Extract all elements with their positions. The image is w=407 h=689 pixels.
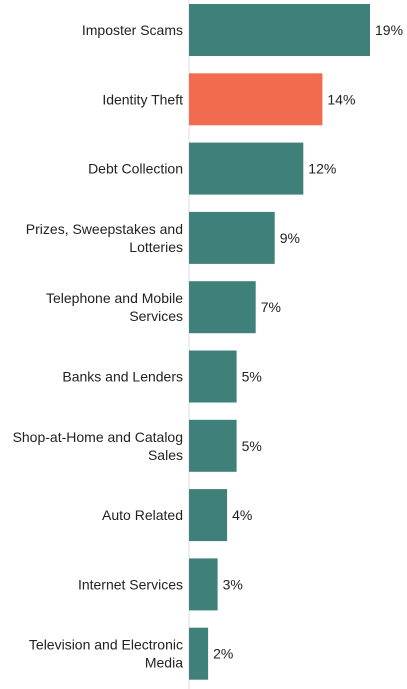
value-label: 4% — [232, 507, 252, 523]
category-label: Telephone and Mobile Services — [46, 290, 183, 324]
bar — [189, 73, 323, 126]
value-label: 19% — [375, 22, 403, 38]
value-label: 9% — [280, 230, 300, 246]
category-label: Television and Electronic Media — [29, 637, 183, 671]
bar — [189, 558, 218, 611]
bar — [189, 211, 275, 264]
bar — [189, 4, 370, 56]
category-label: Prizes, Sweepstakes and Lotteries — [26, 221, 183, 255]
bar — [189, 350, 237, 403]
value-label: 5% — [242, 369, 262, 385]
value-labels-group: 19% 14% 12% 9% 7% 5% 5% 4% 3% 2% — [213, 22, 403, 662]
value-label: 14% — [327, 91, 355, 107]
bar — [189, 281, 256, 334]
category-label: Auto Related — [102, 507, 183, 523]
bar — [189, 419, 237, 472]
category-label: Debt Collection — [88, 161, 183, 177]
category-label: Shop-at-Home and Catalog Sales — [13, 429, 183, 463]
value-label: 3% — [223, 576, 243, 592]
bar — [189, 489, 228, 542]
value-label: 2% — [213, 646, 233, 662]
value-label: 12% — [308, 161, 336, 177]
category-label: Internet Services — [78, 576, 183, 592]
category-label: Banks and Lenders — [62, 369, 183, 385]
bars-group — [189, 4, 370, 680]
category-label: Identity Theft — [102, 91, 183, 107]
bar — [189, 142, 304, 195]
category-labels-group: Imposter Scams Identity Theft Debt Collect… — [13, 22, 184, 671]
bar — [189, 627, 209, 680]
value-label: 7% — [261, 299, 281, 315]
category-label: Imposter Scams — [82, 22, 183, 38]
value-label: 5% — [242, 438, 262, 454]
